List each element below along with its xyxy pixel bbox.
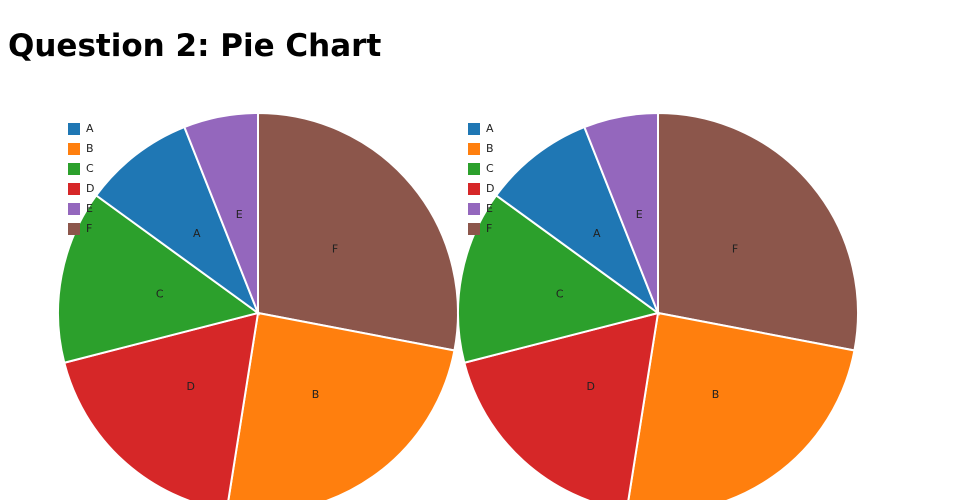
pie-slice	[63, 311, 260, 500]
pie-slice	[183, 111, 259, 314]
slice-label: D	[186, 380, 194, 393]
legend-swatch	[468, 183, 480, 195]
pie-slice	[227, 311, 456, 500]
legend-swatch	[468, 163, 480, 175]
slice-label: F	[332, 242, 338, 255]
pie-slice	[457, 194, 661, 364]
legend-swatch	[468, 123, 480, 135]
page-title: Question 2: Pie Chart	[8, 28, 381, 64]
legend-label: B	[486, 142, 494, 155]
slice-label: C	[156, 287, 164, 300]
slice-label: B	[312, 388, 320, 401]
legend-swatch	[68, 123, 80, 135]
legend-label: A	[86, 122, 94, 135]
legend-swatch	[68, 223, 80, 235]
pie-slice	[463, 311, 660, 500]
legend-label: E	[486, 202, 493, 215]
legend-label: D	[486, 182, 494, 195]
legend-label: C	[486, 162, 494, 175]
legend-swatch	[68, 143, 80, 155]
legend-label: A	[486, 122, 494, 135]
legend-label: F	[486, 222, 492, 235]
slice-label: E	[636, 208, 643, 221]
legend-swatch	[468, 143, 480, 155]
slice-label: A	[193, 227, 201, 240]
pie-slice	[494, 125, 661, 316]
slice-label: B	[712, 388, 720, 401]
legend-label: B	[86, 142, 94, 155]
pie-slice	[57, 194, 261, 364]
slice-label: D	[586, 380, 594, 393]
legend-label: F	[86, 222, 92, 235]
pie-slice	[257, 111, 459, 352]
pie-slice	[627, 311, 856, 500]
legend-swatch	[468, 223, 480, 235]
slice-label: F	[732, 242, 738, 255]
legend-swatch	[68, 203, 80, 215]
pie-slice	[583, 111, 659, 314]
legend-label: C	[86, 162, 94, 175]
legend-swatch	[68, 163, 80, 175]
pie-slice	[94, 125, 261, 316]
slice-label: E	[236, 208, 243, 221]
legend-swatch	[468, 203, 480, 215]
legend-swatch	[68, 183, 80, 195]
legend-label: E	[86, 202, 93, 215]
legend-label: D	[86, 182, 94, 195]
pie-slice	[657, 111, 859, 352]
slice-label: A	[593, 227, 601, 240]
slice-label: C	[556, 287, 564, 300]
